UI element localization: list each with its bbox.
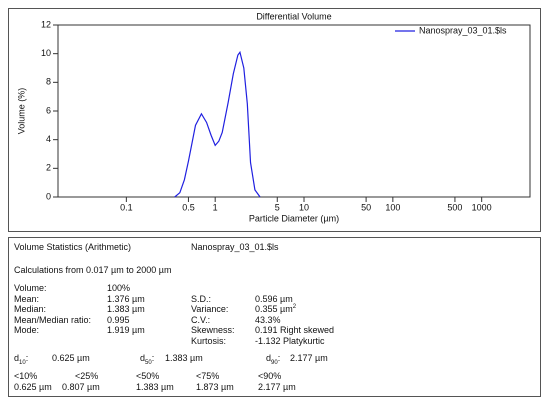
y-axis-label: Volume (%) [16,88,26,135]
percentile-value: 0.625 µm [14,382,52,392]
stat-value: 0.191 Right skewed [255,325,334,335]
chart: Differential Volume Particle Diameter (µ… [16,11,531,223]
stat-label: Mode: [14,325,40,336]
d-suffix: : [25,353,29,363]
percentile-value: 2.177 µm [258,382,296,392]
stat-value: 1.383 µm [107,304,145,315]
plot-frame [57,24,531,198]
d-value: 0.625 µm [52,353,90,363]
stat-label: Median: [14,304,47,315]
stat-label: Variance: [191,304,229,315]
stat-value-text: 0.596 µm [255,293,293,304]
legend-label: Nanospray_03_01.$ls [419,25,507,35]
data-line [174,50,261,198]
d-sub: 10 [19,359,26,366]
x-tick-label: 1 [213,202,218,212]
stat-value-text: 0.355 µm [255,304,293,315]
stats-panel: Volume Statistics (Arithmetic) Nanospray_… [8,237,541,397]
stat-label: Mean/Median ratio: [14,314,92,325]
x-tick-label: 0.1 [120,202,133,212]
stats-title: Volume Statistics (Arithmetic) [14,242,132,252]
stat-value-sup: 2 [292,304,297,311]
d-base: d [140,353,146,363]
percentile-value: 0.807 µm [62,382,100,392]
percentile-value: 1.873 µm [196,382,234,392]
stat-value: 0.355 µm2 [255,304,296,314]
stat-value: 0.596 µm [255,294,293,304]
d-value: 2.177 µm [290,353,328,363]
percentile-label: <50% [136,371,160,381]
x-tick-label: 50 [361,202,371,212]
d-suffix: : [277,353,281,363]
x-tick-label: 5 [275,202,280,212]
stat-value: 100% [107,283,131,293]
percentile-value: 1.383 µm [136,382,174,392]
y-tick-label: 6 [46,105,51,115]
stat-value-text: 0.191 Right skewed [255,325,335,336]
stat-value: 43.3% [255,315,281,325]
d-base: d [14,353,20,363]
percentile-label: <10% [14,371,38,381]
range-text: Calculations from 0.017 µm to 2000 µm [14,265,172,275]
d-base: d [266,353,272,363]
y-tick-label: 0 [46,191,51,201]
d-label: d90: [266,353,281,366]
chart-panel [8,8,541,232]
y-tick-label: 2 [46,163,51,173]
percentile-label: <75% [196,371,220,381]
stat-label: S.D.: [191,293,212,304]
chart-title: Differential Volume [256,11,331,21]
x-tick-label: 500 [447,202,462,212]
stat-value-text: 43.3% [255,314,281,325]
stat-value: -1.132 Platykurtic [255,336,325,346]
y-tick-label: 10 [41,48,51,58]
d-label: d10: [14,353,29,366]
d-sub: 90 [271,359,278,366]
x-tick-label: 100 [385,202,400,212]
y-tick-label: 4 [46,134,51,144]
d-label: d50: [140,353,155,366]
stat-label: C.V.: [191,314,211,325]
x-tick-label: 10 [299,202,309,212]
x-tick-label: 1000 [472,202,492,212]
d-sub: 50 [145,359,152,366]
stat-value: 1.919 µm [107,325,145,336]
x-tick-label: 0.5 [182,202,195,212]
percentile-label: <90% [258,371,282,381]
stat-label: Kurtosis: [191,336,227,346]
percentile-label: <25% [75,371,99,381]
stat-value: 0.995 [107,314,130,325]
d-value: 1.383 µm [165,353,203,363]
stat-label: Skewness: [191,325,235,336]
y-tick-label: 8 [46,77,51,87]
x-axis-label: Particle Diameter (µm) [249,213,339,223]
d-suffix: : [151,353,155,363]
stat-label: Mean: [14,293,40,304]
y-tick-label: 12 [41,19,51,29]
stat-label: Volume: [14,283,47,293]
stats-file: Nanospray_03_01.$ls [191,242,279,252]
stat-value: 1.376 µm [107,293,145,304]
stat-value-text: -1.132 Platykurtic [255,336,325,346]
